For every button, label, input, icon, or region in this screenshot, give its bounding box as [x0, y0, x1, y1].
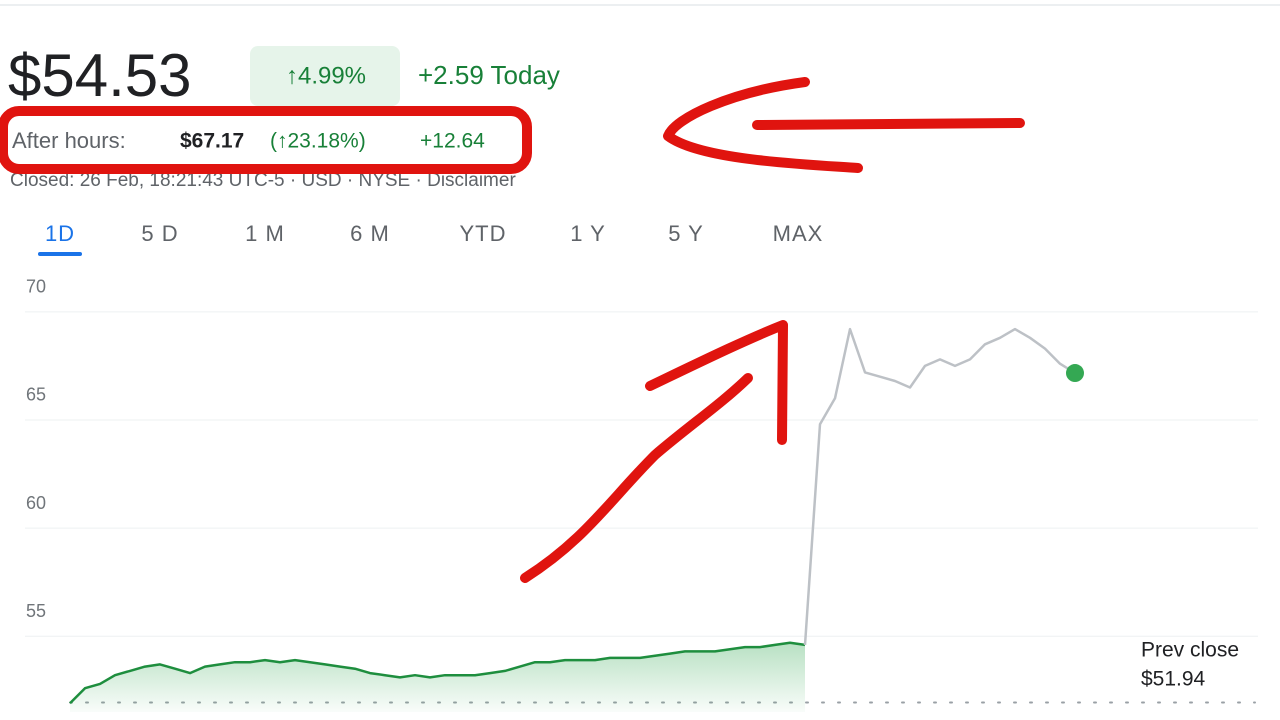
y-tick-label: 65	[26, 385, 46, 405]
range-tab[interactable]: MAX	[773, 221, 824, 246]
range-tab[interactable]: 6 M	[350, 221, 390, 246]
y-tick-label: 60	[26, 493, 46, 513]
after-hours-change: +12.64	[420, 130, 485, 153]
range-tab[interactable]: 1D	[45, 221, 75, 246]
annotation-arrow-shaft	[752, 118, 1025, 130]
annotation-arrow-head	[663, 77, 863, 173]
range-tab[interactable]: 1 M	[245, 221, 285, 246]
price-line	[69, 641, 806, 705]
range-tab[interactable]: 5 D	[141, 221, 178, 246]
range-tab[interactable]: YTD	[460, 221, 507, 246]
price-line	[803, 327, 1076, 645]
price: $54.53	[8, 42, 192, 109]
active-tab-indicator	[38, 252, 82, 256]
change-percent: ↑4.99%	[286, 62, 366, 89]
prev-close-value: $51.94	[1141, 668, 1206, 691]
after-hours-price: $67.17	[180, 130, 244, 153]
after-hours-percent: (↑23.18%)	[270, 130, 366, 153]
annotation-arrow-head	[645, 320, 788, 445]
range-tab[interactable]: 5 Y	[668, 221, 704, 246]
annotation-arrow-shaft	[520, 373, 753, 583]
change-pill	[250, 46, 400, 106]
after-hours-label: After hours:	[12, 128, 126, 153]
status-line: Closed: 26 Feb, 18:21:43 UTC-5 · USD · N…	[10, 170, 516, 191]
range-tab[interactable]: 1 Y	[570, 221, 606, 246]
y-tick-label: 55	[26, 601, 46, 621]
y-tick-label: 70	[26, 277, 46, 297]
highlight-box	[0, 106, 532, 174]
chart: 55 60 65 70 Prev close $51.94	[25, 277, 1258, 712]
prev-close-label: Prev close	[1141, 639, 1239, 662]
range-tabs: 1D 5 D 1 M 6 M YTD 1 Y 5 Y MAX	[38, 221, 824, 256]
last-price-dot	[1066, 364, 1084, 383]
change-today: +2.59 Today	[418, 60, 560, 90]
